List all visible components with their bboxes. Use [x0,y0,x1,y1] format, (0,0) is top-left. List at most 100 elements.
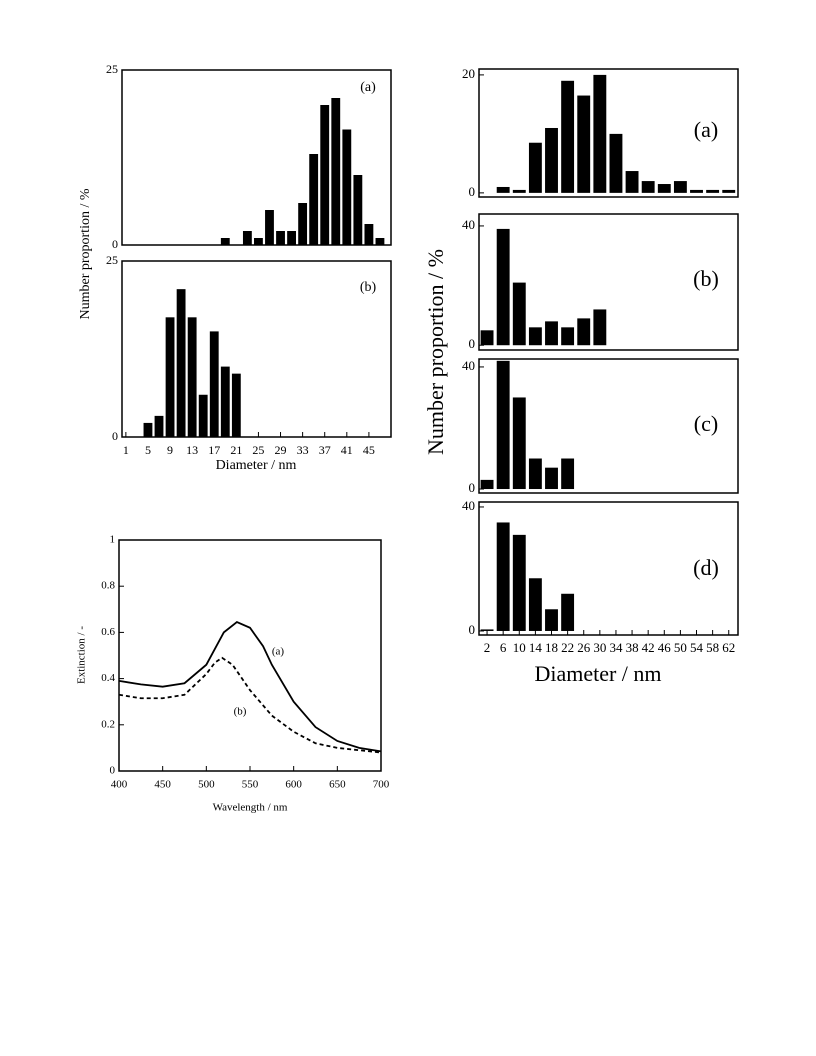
bar [242,231,252,245]
x-tick-label: 650 [329,779,346,791]
x-tick-label: 45 [363,443,375,457]
bar [657,184,671,193]
y-tick-label: 0.4 [101,672,115,684]
bar [320,105,330,245]
y-tick-label: 0 [112,237,118,251]
bar [528,578,542,631]
x-tick-label: 1 [123,443,129,457]
y-tick-label: 1 [110,534,116,546]
bar [154,415,164,437]
bar [276,231,285,245]
y-tick-label: 0 [469,336,476,351]
bar [545,321,558,346]
bar [593,74,607,193]
bar [176,289,186,437]
x-tick-label: 58 [706,640,719,655]
bar [609,133,623,193]
y-axis-label: Extinction / - [76,626,88,684]
x-tick-label: 34 [609,640,623,655]
bar [496,228,510,346]
panel-label: (b) [693,266,719,291]
bar [364,224,374,245]
x-tick-label: 21 [230,443,242,457]
x-axis-label: Diameter / nm [534,661,661,686]
bar [342,129,352,245]
x-tick-label: 400 [111,779,128,791]
plot-frame [478,358,739,494]
plot-frame [121,260,392,438]
panel-label: (b) [360,280,377,295]
bar [496,522,510,631]
x-axis-label: Wavelength / nm [213,802,288,814]
x-tick-label: 10 [513,640,526,655]
x-tick-label: 26 [577,640,591,655]
x-tick-label: 30 [593,640,606,655]
bar [298,203,308,245]
x-tick-label: 450 [154,779,171,791]
plot-frame [478,213,739,351]
y-tick-label: 40 [462,358,475,373]
bar [512,534,526,631]
panel-label: (a) [694,117,718,142]
x-tick-label: 600 [285,779,302,791]
bar [209,331,219,437]
x-tick-label: 38 [626,640,639,655]
x-tick-label: 550 [242,779,259,791]
y-axis-label: Number proportion / % [78,188,93,319]
panel-label: (d) [693,555,719,580]
bar [254,238,263,245]
x-tick-label: 14 [529,640,543,655]
bar [690,189,703,193]
x-tick-label: 6 [500,640,507,655]
bar [480,629,494,631]
bar [512,397,526,490]
bar [528,458,542,490]
x-tick-label: 9 [167,443,173,457]
bar [673,181,687,193]
bar [512,282,526,346]
y-tick-label: 0.8 [101,580,115,592]
panel-label: (c) [694,411,718,436]
x-tick-label: 37 [319,443,331,457]
bar [496,186,510,193]
plot-frame [478,68,739,198]
bar [480,330,494,346]
y-tick-label: 20 [462,66,475,81]
bar [545,127,558,193]
x-tick-label: 13 [186,443,198,457]
bar [165,317,175,437]
bar [561,80,575,193]
bar [187,317,197,437]
x-tick-label: 700 [373,779,390,791]
x-tick-label: 41 [341,443,353,457]
y-tick-label: 25 [106,62,118,76]
x-tick-label: 17 [208,443,220,457]
x-tick-label: 18 [545,640,558,655]
bar [331,98,341,245]
bar [561,327,575,346]
bar [353,175,363,245]
x-tick-label: 54 [690,640,704,655]
x-tick-label: 500 [198,779,215,791]
series-label: (b) [234,706,247,718]
bar [220,366,230,437]
bar [545,467,558,490]
y-tick-label: 0 [110,765,116,777]
bar [496,360,510,490]
panel-label: (a) [360,80,376,95]
bar [577,318,591,346]
x-tick-label: 5 [145,443,151,457]
x-tick-label: 2 [484,640,491,655]
x-tick-label: 50 [674,640,687,655]
y-tick-label: 40 [462,217,475,232]
bar [198,394,208,437]
x-tick-label: 62 [722,640,735,655]
bar [528,327,542,346]
bar [480,479,494,490]
bar [287,231,296,245]
bar [722,189,736,193]
bar [625,171,639,193]
series-label: (a) [272,646,285,658]
